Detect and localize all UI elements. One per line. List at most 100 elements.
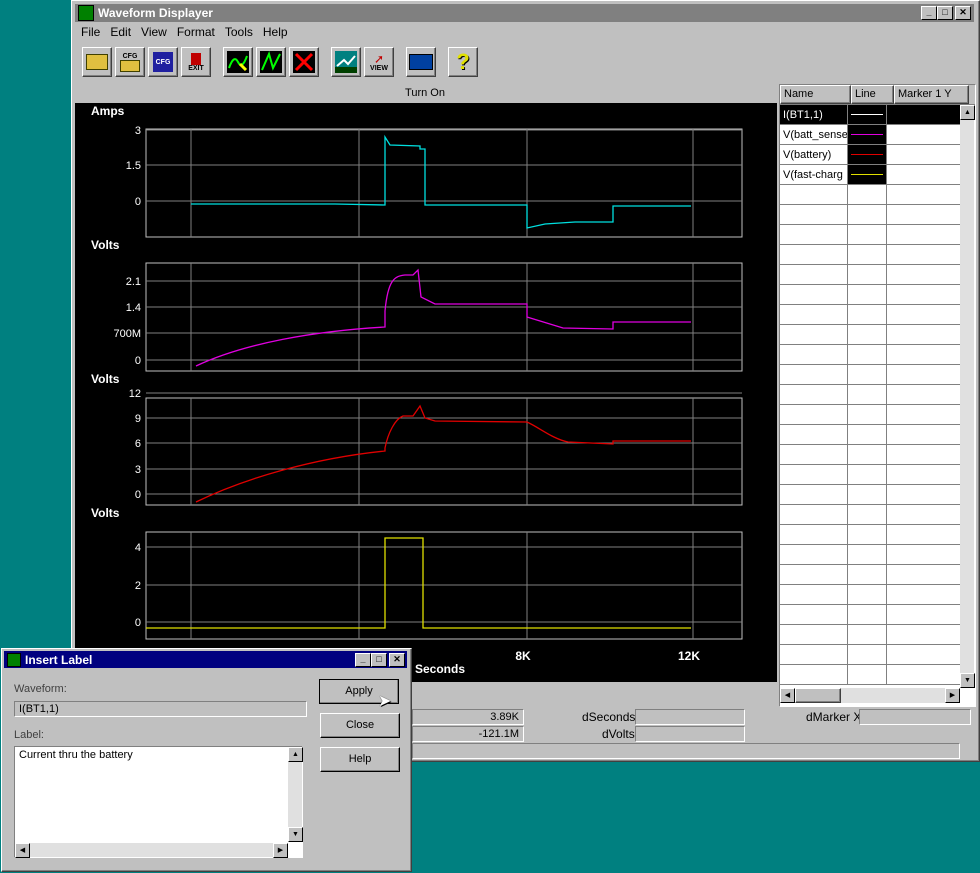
legend-row[interactable] <box>780 184 961 205</box>
plot-area: Amps 3 1.5 0 Volts 2.1 1.4 700M 0 Volts 12 9 6 3 0 Volt… <box>75 103 777 682</box>
legend-row[interactable] <box>780 524 961 545</box>
legend-row[interactable] <box>780 284 961 305</box>
textarea-scroll-up-icon[interactable]: ▲ <box>288 747 303 762</box>
legend-panel: Name Line Marker 1 Y I(BT1,1) V(batt_sens… <box>779 84 976 707</box>
y-tick-label: 2.1 <box>126 276 141 288</box>
legend-row[interactable] <box>780 304 961 325</box>
legend-header-marker[interactable]: Marker 1 Y <box>894 85 969 104</box>
dseconds-label: dSeconds <box>582 710 636 724</box>
legend-row[interactable] <box>780 504 961 525</box>
plot-frame <box>145 262 743 372</box>
textarea-vscroll[interactable]: ▲ ▼ <box>288 747 303 842</box>
apply-button[interactable]: Apply <box>319 679 399 704</box>
maximize-icon[interactable]: □ <box>937 6 953 20</box>
status-bar <box>412 743 960 759</box>
door-icon <box>191 52 201 65</box>
menu-file[interactable]: File <box>81 25 101 39</box>
close-icon[interactable]: ✕ <box>955 6 971 20</box>
menu-view[interactable]: View <box>141 25 167 39</box>
y-tick-label: 1.4 <box>126 302 141 314</box>
legend-row[interactable] <box>780 264 961 285</box>
waveform-label: Waveform: <box>14 683 67 695</box>
dialog-app-icon <box>7 652 21 667</box>
legend-row[interactable] <box>780 604 961 625</box>
textarea-hscroll[interactable]: ◀ ▶ <box>15 843 288 858</box>
main-titlebar[interactable]: Waveform Displayer _ □ ✕ <box>75 4 974 22</box>
textarea-scroll-down-icon[interactable]: ▼ <box>288 827 303 842</box>
legend-row[interactable] <box>780 244 961 265</box>
y-tick-label: 2 <box>135 580 141 592</box>
legend-row[interactable] <box>780 324 961 345</box>
keyboard-button[interactable] <box>406 47 436 77</box>
help-button[interactable]: ? <box>448 47 478 77</box>
y-tick-label: 9 <box>135 413 141 425</box>
label-textarea[interactable]: Current thru the battery ▲ ▼ ◀ ▶ <box>14 746 303 858</box>
legend-row[interactable] <box>780 664 961 685</box>
chart-view-button[interactable] <box>331 47 361 77</box>
add-waveform-button[interactable] <box>223 47 253 77</box>
exit-button[interactable]: EXIT <box>181 47 211 77</box>
dialog-titlebar[interactable]: Insert Label _ □ ✕ <box>4 651 407 668</box>
dialog-close-icon[interactable]: ✕ <box>389 652 405 667</box>
waveform-trace <box>195 268 691 367</box>
textarea-scroll-left-icon[interactable]: ◀ <box>15 843 30 858</box>
scroll-left-icon[interactable]: ◀ <box>780 688 795 703</box>
minimize-icon[interactable]: _ <box>921 6 937 20</box>
legend-hscroll[interactable]: ◀ ▶ <box>780 688 960 703</box>
legend-row[interactable] <box>780 224 961 245</box>
x-tick-label: 8K <box>515 649 531 663</box>
delete-waveform-button[interactable] <box>289 47 319 77</box>
menu-bar: File Edit View Format Tools Help <box>81 25 298 41</box>
legend-line-swatch <box>850 174 883 175</box>
legend-row[interactable] <box>780 204 961 225</box>
menu-help[interactable]: Help <box>262 25 288 39</box>
insert-label-dialog: Insert Label _ □ ✕ Waveform: I(BT1,1) La… <box>1 648 412 872</box>
y-tick-label: 1.5 <box>126 160 141 172</box>
menu-format[interactable]: Format <box>176 25 215 39</box>
legend-row[interactable] <box>780 344 961 365</box>
legend-row[interactable] <box>780 404 961 425</box>
legend-row[interactable]: V(batt_sense <box>780 124 961 145</box>
legend-row[interactable] <box>780 624 961 645</box>
open-config-button[interactable]: CFG <box>115 47 145 77</box>
close-button[interactable]: Close <box>320 713 400 738</box>
legend-row[interactable] <box>780 384 961 405</box>
legend-name: V(fast-charg <box>780 164 848 185</box>
scroll-thumb[interactable] <box>795 688 841 703</box>
legend-header-line[interactable]: Line <box>851 85 894 104</box>
menu-edit[interactable]: Edit <box>110 25 132 39</box>
legend-row[interactable]: V(fast-charg <box>780 164 961 185</box>
legend-row[interactable] <box>780 484 961 505</box>
legend-row[interactable] <box>780 464 961 485</box>
y-tick-label: 6 <box>135 438 141 450</box>
volts-readout: -121.1M <box>412 726 524 742</box>
legend-header-name[interactable]: Name <box>780 85 851 104</box>
textarea-scroll-right-icon[interactable]: ▶ <box>273 843 288 858</box>
scroll-down-icon[interactable]: ▼ <box>960 673 975 688</box>
legend-row[interactable] <box>780 544 961 565</box>
view-button[interactable]: ➚ VIEW <box>364 47 394 77</box>
open-folder-button[interactable] <box>82 47 112 77</box>
scroll-right-icon[interactable]: ▶ <box>945 688 960 703</box>
save-config-button[interactable]: CFG <box>148 47 178 77</box>
dialog-maximize-icon[interactable]: □ <box>371 652 387 667</box>
scroll-up-icon[interactable]: ▲ <box>960 105 975 120</box>
legend-row[interactable] <box>780 564 961 585</box>
plot-ylabel: Volts <box>91 506 120 520</box>
legend-vscroll[interactable]: ▲ ▼ <box>960 105 975 688</box>
waveform-button[interactable] <box>256 47 286 77</box>
legend-name: V(battery) <box>780 144 848 165</box>
legend-row[interactable] <box>780 644 961 665</box>
legend-row[interactable] <box>780 424 961 445</box>
legend-row[interactable] <box>780 444 961 465</box>
legend-row[interactable] <box>780 364 961 385</box>
menu-tools[interactable]: Tools <box>224 25 253 39</box>
waveform-field[interactable]: I(BT1,1) <box>14 701 307 717</box>
legend-row[interactable]: V(battery) <box>780 144 961 165</box>
legend-row[interactable]: I(BT1,1) <box>780 105 961 125</box>
legend-row[interactable] <box>780 584 961 605</box>
help-dialog-button[interactable]: Help <box>320 747 400 772</box>
dialog-minimize-icon[interactable]: _ <box>355 652 371 667</box>
x-tick-label: 12K <box>678 649 700 663</box>
label-label: Label: <box>14 729 44 741</box>
